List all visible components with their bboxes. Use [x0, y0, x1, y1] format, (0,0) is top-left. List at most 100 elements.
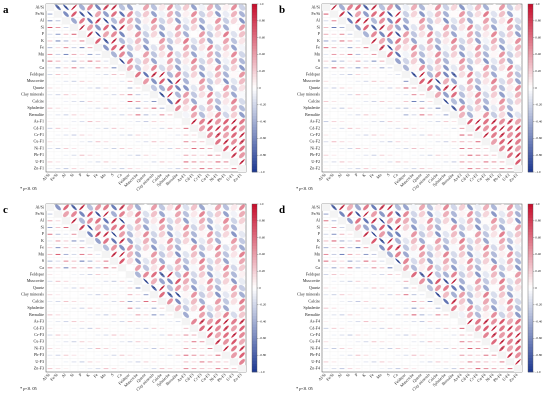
lower-cell-mark	[355, 141, 361, 143]
lower-cell-mark	[79, 334, 85, 336]
row-label: P	[318, 31, 321, 36]
correlation-ellipse	[363, 211, 369, 217]
correlation-ellipse	[482, 278, 490, 285]
correlation-ellipse	[206, 318, 214, 325]
significance-star: *	[453, 106, 455, 110]
lower-cell-mark	[151, 334, 157, 336]
colorbar-segment	[528, 246, 533, 250]
colorbar-tick-label: -1.0	[259, 370, 265, 374]
lower-cell-mark	[347, 127, 353, 129]
correlation-ellipse	[514, 104, 522, 112]
correlation-ellipse	[474, 250, 482, 258]
lower-cell-mark	[435, 361, 441, 363]
row-label: As-F2	[310, 119, 320, 124]
colorbar-segment	[252, 290, 257, 294]
lower-cell-mark	[183, 134, 189, 136]
diagonal-cell	[378, 51, 386, 58]
significance-star: *	[373, 6, 375, 10]
colorbar-tick-label: -0.60	[535, 336, 542, 340]
lower-cell-mark	[151, 341, 157, 343]
lower-cell-mark	[347, 260, 353, 262]
correlation-ellipse	[119, 58, 125, 64]
correlation-ellipse	[498, 264, 506, 272]
colorbar-segment	[252, 102, 257, 106]
diagonal-cell	[174, 311, 182, 319]
lower-cell-mark	[47, 148, 53, 149]
row-label: Clay minerals	[21, 92, 44, 97]
column-label: K	[361, 172, 367, 178]
lower-cell-mark	[127, 327, 133, 329]
lower-cell-mark	[355, 134, 361, 136]
row-label: Calcite	[32, 98, 44, 103]
lower-cell-mark	[427, 354, 433, 356]
colorbar-segment	[528, 226, 533, 230]
lower-cell-mark	[363, 280, 369, 282]
colorbar-segment	[252, 32, 257, 36]
lower-cell-mark	[339, 161, 345, 163]
lower-cell-mark	[71, 161, 77, 163]
significance-star: *	[469, 320, 471, 324]
lower-cell-mark	[379, 321, 385, 323]
correlation-ellipse	[442, 264, 450, 272]
correlation-ellipse	[450, 57, 458, 65]
correlation-ellipse	[514, 17, 522, 25]
correlation-ellipse	[347, 4, 353, 11]
correlation-ellipse	[514, 271, 522, 278]
lower-cell-mark	[87, 161, 93, 163]
lower-cell-mark	[347, 87, 353, 89]
diagonal-cell	[386, 257, 394, 265]
significance-star: *	[57, 6, 59, 10]
colorbar-segment	[528, 40, 533, 44]
colorbar-segment	[528, 279, 533, 283]
lower-cell-mark	[143, 121, 149, 123]
lower-cell-mark	[323, 233, 329, 235]
correlation-ellipse	[198, 50, 206, 58]
lower-cell-mark	[347, 80, 353, 82]
correlation-ellipse	[158, 278, 166, 285]
significance-star: *	[193, 120, 195, 124]
correlation-ellipse	[134, 264, 142, 271]
lower-cell-mark	[331, 294, 337, 296]
lower-cell-mark	[467, 134, 473, 136]
significance-star: *	[113, 6, 115, 10]
significance-star: *	[389, 206, 391, 210]
row-label: As-F3	[34, 319, 44, 324]
lower-cell-mark	[111, 354, 117, 356]
lower-cell-mark	[63, 354, 69, 356]
lower-cell-mark	[419, 114, 425, 116]
correlation-ellipse	[198, 251, 206, 258]
correlation-ellipse	[190, 244, 198, 251]
correlation-ellipse	[159, 217, 165, 224]
lower-cell-mark	[103, 148, 109, 149]
correlation-ellipse	[222, 91, 230, 98]
correlation-ellipse	[239, 132, 245, 138]
correlation-ellipse	[222, 237, 230, 245]
column-label: Al/Si	[317, 172, 327, 182]
lower-cell-mark	[411, 361, 417, 363]
correlation-ellipse	[238, 217, 246, 225]
correlation-ellipse	[150, 278, 158, 285]
lower-cell-mark	[95, 300, 101, 302]
lower-cell-mark	[355, 60, 361, 62]
lower-cell-mark	[435, 107, 441, 109]
correlation-ellipse	[443, 85, 449, 91]
correlation-ellipse	[466, 98, 474, 105]
colorbar-segment	[252, 212, 257, 216]
column-label: Fe	[92, 372, 99, 379]
correlation-ellipse	[466, 277, 474, 285]
colorbar-tick-label: 0.60	[535, 235, 541, 239]
lower-cell-mark	[451, 361, 457, 363]
correlation-ellipse	[174, 224, 182, 231]
correlation-ellipse	[418, 237, 426, 245]
lower-cell-mark	[371, 80, 377, 82]
diagonal-cell	[442, 104, 450, 112]
diagonal-cell	[230, 158, 238, 166]
colorbar-segment	[252, 223, 257, 227]
correlation-ellipse	[506, 318, 514, 325]
correlation-ellipse	[450, 210, 458, 218]
correlation-ellipse	[166, 237, 174, 244]
diagonal-cell	[198, 331, 206, 339]
lower-cell-mark	[151, 148, 157, 149]
diagonal-cell	[458, 118, 466, 125]
correlation-ellipse	[482, 311, 490, 319]
